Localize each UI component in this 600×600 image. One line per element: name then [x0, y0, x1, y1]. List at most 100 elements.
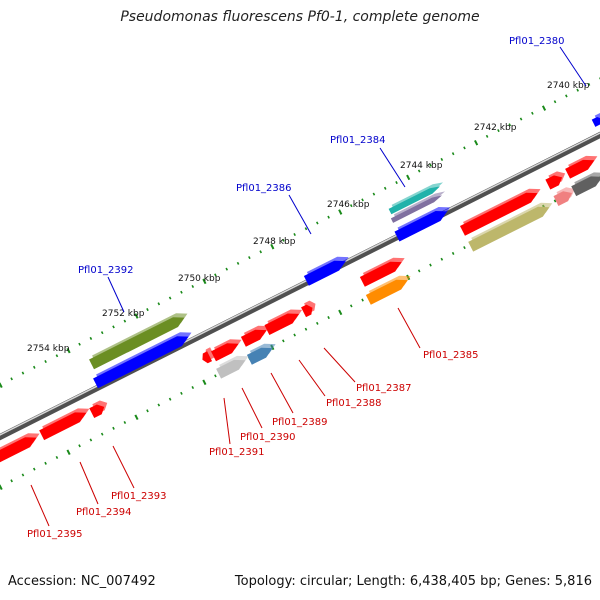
gene-pfl01-2384[interactable]: [388, 186, 441, 215]
gene-label[interactable]: Pfl01_2395: [27, 529, 83, 540]
gene-label[interactable]: Pfl01_2391: [209, 447, 265, 458]
gene-pfl01-2394[interactable]: [39, 412, 87, 441]
gene-label[interactable]: Pfl01_2380: [509, 36, 565, 47]
tick-mark: [429, 263, 432, 267]
gene-pfl01-2390[interactable]: [246, 347, 273, 365]
tick-mark: [338, 309, 343, 316]
gene-label[interactable]: Pfl01_2392: [78, 265, 134, 276]
tick-mark: [202, 379, 207, 386]
gene-pfl01-2384b[interactable]: [390, 195, 443, 223]
tick-mark: [134, 313, 139, 319]
tick-mark: [372, 192, 376, 196]
gene-pfl01-2386[interactable]: [303, 260, 346, 286]
gene-pfl01-2378[interactable]: [565, 159, 595, 179]
gene-pfl01-2385[interactable]: [365, 279, 408, 305]
tick-mark: [10, 479, 13, 483]
tick-mark: [338, 209, 343, 215]
tick-mark: [157, 403, 161, 407]
tick-mark: [383, 186, 387, 190]
kbp-label: 2748 kbp: [253, 237, 296, 247]
gene-pfl01-2381[interactable]: [468, 206, 550, 252]
gene-label[interactable]: Pfl01_2384: [330, 135, 386, 146]
gene-pfl01-2391[interactable]: [216, 359, 246, 379]
tick-mark: [0, 382, 3, 389]
gene-pfl01-2377[interactable]: [553, 191, 573, 206]
gene-label[interactable]: Pfl01_2388: [326, 398, 382, 409]
tick-mark: [315, 321, 319, 325]
tick-mark: [440, 257, 444, 261]
tick-mark: [10, 377, 13, 381]
tick-mark: [327, 215, 330, 219]
tick-mark: [134, 414, 139, 421]
tick-mark: [541, 105, 547, 111]
gene-labels-lower: Pfl01_2385 Pfl01_2387 Pfl01_2388 Pfl01_2…: [27, 350, 479, 540]
kbp-label: 2752 kbp: [102, 309, 145, 319]
gene-pfl01-2392[interactable]: [89, 317, 185, 370]
tick-mark: [89, 336, 93, 340]
gene-label[interactable]: Pfl01_2393: [111, 491, 167, 502]
tick-mark: [463, 146, 466, 150]
gene-pfl01-2376[interactable]: [571, 176, 600, 197]
tick-mark: [349, 204, 353, 208]
genome-backbone: [0, 131, 600, 441]
tick-mark: [270, 243, 275, 250]
gene-label[interactable]: Pfl01_2389: [272, 417, 328, 428]
kbp-label: 2740 kbp: [547, 81, 590, 91]
gene-pfl01-2388[interactable]: [240, 329, 267, 347]
gene-pfl01-2385a[interactable]: [359, 261, 402, 287]
tick-mark: [180, 290, 183, 294]
gene-labels-upper: Pfl01_2380 Pfl01_2384 Pfl01_2386 Pfl01_2…: [78, 36, 565, 276]
outer-tick-ring: [0, 77, 600, 389]
gene-pfl01-2392b[interactable]: [93, 336, 189, 389]
tick-mark: [21, 371, 25, 375]
gene-pfl01-2383[interactable]: [394, 210, 448, 242]
gene-pfl01-2389b[interactable]: [202, 351, 213, 364]
tick-mark: [32, 467, 36, 471]
gene-pfl01-2393[interactable]: [89, 404, 105, 419]
tick-mark: [349, 304, 353, 308]
tick-mark: [123, 420, 127, 425]
gene-pfl01-2395[interactable]: [0, 437, 37, 463]
tick-mark: [497, 129, 500, 133]
gene-label[interactable]: Pfl01_2394: [76, 507, 132, 518]
accession-label: Accession: NC_007492: [8, 574, 156, 589]
tick-mark: [180, 391, 183, 395]
tick-mark: [78, 342, 81, 346]
tick-mark: [519, 117, 523, 121]
tick-mark: [44, 461, 47, 465]
tick-mark: [531, 111, 534, 115]
gene-features: [0, 113, 600, 463]
tick-mark: [451, 152, 455, 156]
gene-pfl01-2379[interactable]: [545, 175, 563, 190]
tick-mark: [21, 473, 25, 477]
tick-mark: [406, 174, 411, 181]
gene-label[interactable]: Pfl01_2387: [356, 383, 412, 394]
gene-label[interactable]: Pfl01_2386: [236, 183, 292, 194]
tick-mark: [146, 308, 149, 312]
tick-mark: [259, 250, 262, 254]
tick-mark: [485, 134, 489, 138]
tick-mark: [463, 246, 466, 250]
tick-mark: [451, 251, 455, 255]
tick-mark: [417, 169, 421, 173]
tick-mark: [168, 397, 172, 401]
tick-mark: [214, 374, 217, 378]
gene-label[interactable]: Pfl01_2390: [240, 432, 296, 443]
tick-mark: [112, 325, 115, 329]
gene-pfl01-2389[interactable]: [211, 343, 239, 362]
gene-pfl01-2380[interactable]: [591, 116, 600, 127]
gene-label[interactable]: Pfl01_2385: [423, 350, 479, 361]
tick-mark: [327, 316, 330, 320]
gene-pfl01-2382[interactable]: [460, 192, 538, 236]
gene-pfl01-2387b[interactable]: [301, 304, 313, 318]
tick-mark: [293, 232, 296, 237]
tick-mark: [89, 438, 93, 442]
tick-mark: [587, 82, 591, 86]
gene-pfl01-2387[interactable]: [264, 313, 300, 336]
tick-mark: [553, 100, 557, 104]
tick-mark: [66, 347, 71, 354]
tick-mark: [395, 181, 398, 185]
tick-mark: [78, 444, 81, 448]
kbp-label: 2746 kbp: [327, 200, 370, 210]
